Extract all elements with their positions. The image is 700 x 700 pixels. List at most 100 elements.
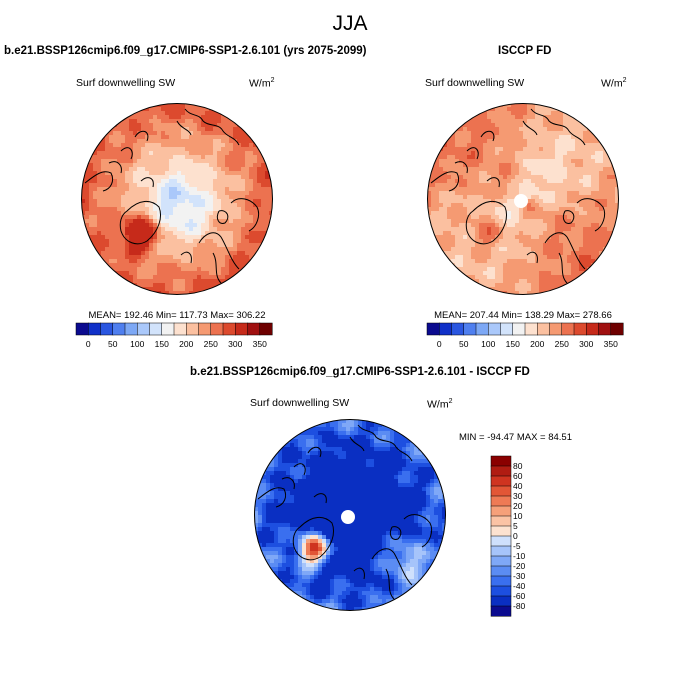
model-colorbar-swatch — [124, 322, 138, 336]
diff-stats: MIN = -94.47 MAX = 84.51 — [459, 432, 573, 443]
model-variable-label: Surf downwelling SW — [76, 77, 176, 89]
polar-missing-data — [341, 510, 355, 524]
model-map-border — [81, 103, 273, 295]
obs-coastlines — [430, 108, 606, 284]
diff-colorbar-swatch — [490, 565, 512, 577]
model-units-label: W/m2 — [249, 77, 275, 90]
model-colorbar-swatch — [100, 322, 114, 336]
model-coastlines — [84, 108, 260, 284]
diff-units-label: W/m2 — [427, 398, 453, 411]
diff-colorbar-swatch — [490, 455, 512, 467]
obs-colorbar-swatch — [439, 322, 453, 336]
model-colorbar-swatch — [247, 322, 261, 336]
diff-colorbar-tick-label: -40 — [513, 581, 526, 591]
polar-missing-data — [514, 194, 528, 208]
diff-colorbar-swatch — [490, 535, 512, 547]
model-colorbar-tick-label: 200 — [179, 339, 194, 349]
obs-map-border — [427, 103, 619, 295]
diff-colorbar-ticks: 80 60 40 30 20 10 5 0 -5 -10 -20 -30 -40 -60 -80 — [513, 456, 543, 616]
diff-map-border — [254, 419, 446, 611]
model-colorbar-ticks: 0 50 100 150 200 250 300 350 — [76, 339, 272, 351]
model-colorbar-swatch — [186, 322, 200, 336]
obs-polar-map — [427, 103, 619, 295]
model-colorbar-swatch — [137, 322, 151, 336]
model-colorbar-swatch — [88, 322, 102, 336]
diff-colorbar-tick-label: 5 — [513, 521, 518, 531]
model-panel-title: b.e21.BSSP126cmip6.f09_g17.CMIP6-SSP1-2.… — [4, 45, 367, 57]
diff-colorbar-swatch — [490, 515, 512, 527]
model-stats: MEAN= 192.46 Min= 117.73 Max= 306.22 — [88, 310, 266, 321]
alaska-siberia-outline — [349, 424, 413, 462]
model-colorbar-swatch — [235, 322, 249, 336]
figure-title: JJA — [332, 12, 368, 35]
diff-colorbar-swatch — [490, 545, 512, 557]
obs-colorbar-swatch — [598, 322, 612, 336]
model-colorbar-swatch — [161, 322, 175, 336]
model-colorbar-swatch — [112, 322, 126, 336]
scandinavia-outline — [526, 232, 586, 284]
diff-colorbar-swatch — [490, 475, 512, 487]
siberia-outline — [576, 198, 606, 232]
obs-colorbar-swatch — [561, 322, 575, 336]
model-field-cells — [81, 103, 273, 295]
model-colorbar-swatch — [210, 322, 224, 336]
diff-colorbar-tick-label: -20 — [513, 561, 526, 571]
greenland-outline — [292, 517, 334, 561]
diff-colorbar-tick-label: -80 — [513, 601, 526, 611]
canada-archipelago-outline — [430, 130, 500, 192]
obs-colorbar-tick-label: 350 — [603, 339, 618, 349]
obs-colorbar-swatch — [586, 322, 600, 336]
model-colorbar-tick-label: 150 — [154, 339, 169, 349]
obs-colorbar-swatch — [573, 322, 587, 336]
obs-colorbar-swatch — [524, 322, 538, 336]
model-colorbar-swatch — [149, 322, 163, 336]
model-colorbar-swatch — [173, 322, 187, 336]
diff-colorbar-tick-label: -10 — [513, 551, 526, 561]
diff-colorbar-tick-label: 10 — [513, 511, 523, 521]
obs-colorbar-swatch — [512, 322, 526, 336]
diff-colorbar-tick-label: -30 — [513, 571, 526, 581]
model-colorbar-tick-label: 350 — [252, 339, 267, 349]
diff-colorbar-swatch — [490, 525, 512, 537]
greenland-outline — [119, 201, 161, 245]
model-polar-map — [81, 103, 273, 295]
diff-colorbar-tick-label: 40 — [513, 481, 523, 491]
diff-colorbar-swatch — [490, 485, 512, 497]
diff-colorbar-tick-label: -5 — [513, 541, 521, 551]
obs-panel-title: ISCCP FD — [498, 45, 552, 57]
diff-colorbar — [490, 455, 512, 617]
diff-colorbar-swatch — [490, 495, 512, 507]
obs-colorbar-tick-label: 200 — [530, 339, 545, 349]
svalbard-outline — [562, 210, 575, 224]
model-colorbar-swatch — [259, 322, 273, 336]
diff-colorbar-swatch — [490, 465, 512, 477]
diff-polar-map — [254, 419, 446, 611]
model-colorbar-swatch — [75, 322, 89, 336]
obs-colorbar-swatch — [451, 322, 465, 336]
diff-coastlines — [257, 424, 433, 600]
obs-colorbar-tick-label: 100 — [481, 339, 496, 349]
obs-colorbar-tick-label: 300 — [579, 339, 594, 349]
diff-colorbar-swatch — [490, 555, 512, 567]
diff-variable-label: Surf downwelling SW — [250, 397, 350, 409]
diff-colorbar-swatch — [490, 585, 512, 597]
model-colorbar-tick-label: 250 — [203, 339, 218, 349]
obs-colorbar-swatch — [426, 322, 440, 336]
diff-colorbar-swatch — [490, 505, 512, 517]
scandinavia-outline — [353, 548, 413, 600]
obs-colorbar-swatch — [500, 322, 514, 336]
model-colorbar-tick-label: 100 — [130, 339, 145, 349]
model-colorbar-tick-label: 50 — [108, 339, 118, 349]
obs-colorbar-swatch — [610, 322, 624, 336]
diff-panel-title: b.e21.BSSP126cmip6.f09_g17.CMIP6-SSP1-2.… — [190, 366, 530, 378]
siberia-outline — [403, 514, 433, 548]
alaska-siberia-outline — [176, 108, 240, 146]
scandinavia-outline — [180, 232, 240, 284]
diff-colorbar-swatch — [490, 605, 512, 617]
greenland-outline — [465, 201, 507, 245]
obs-variable-label: Surf downwelling SW — [425, 77, 525, 89]
model-colorbar-swatch — [198, 322, 212, 336]
siberia-outline — [230, 198, 260, 232]
model-colorbar-swatch — [222, 322, 236, 336]
obs-colorbar-swatch — [488, 322, 502, 336]
